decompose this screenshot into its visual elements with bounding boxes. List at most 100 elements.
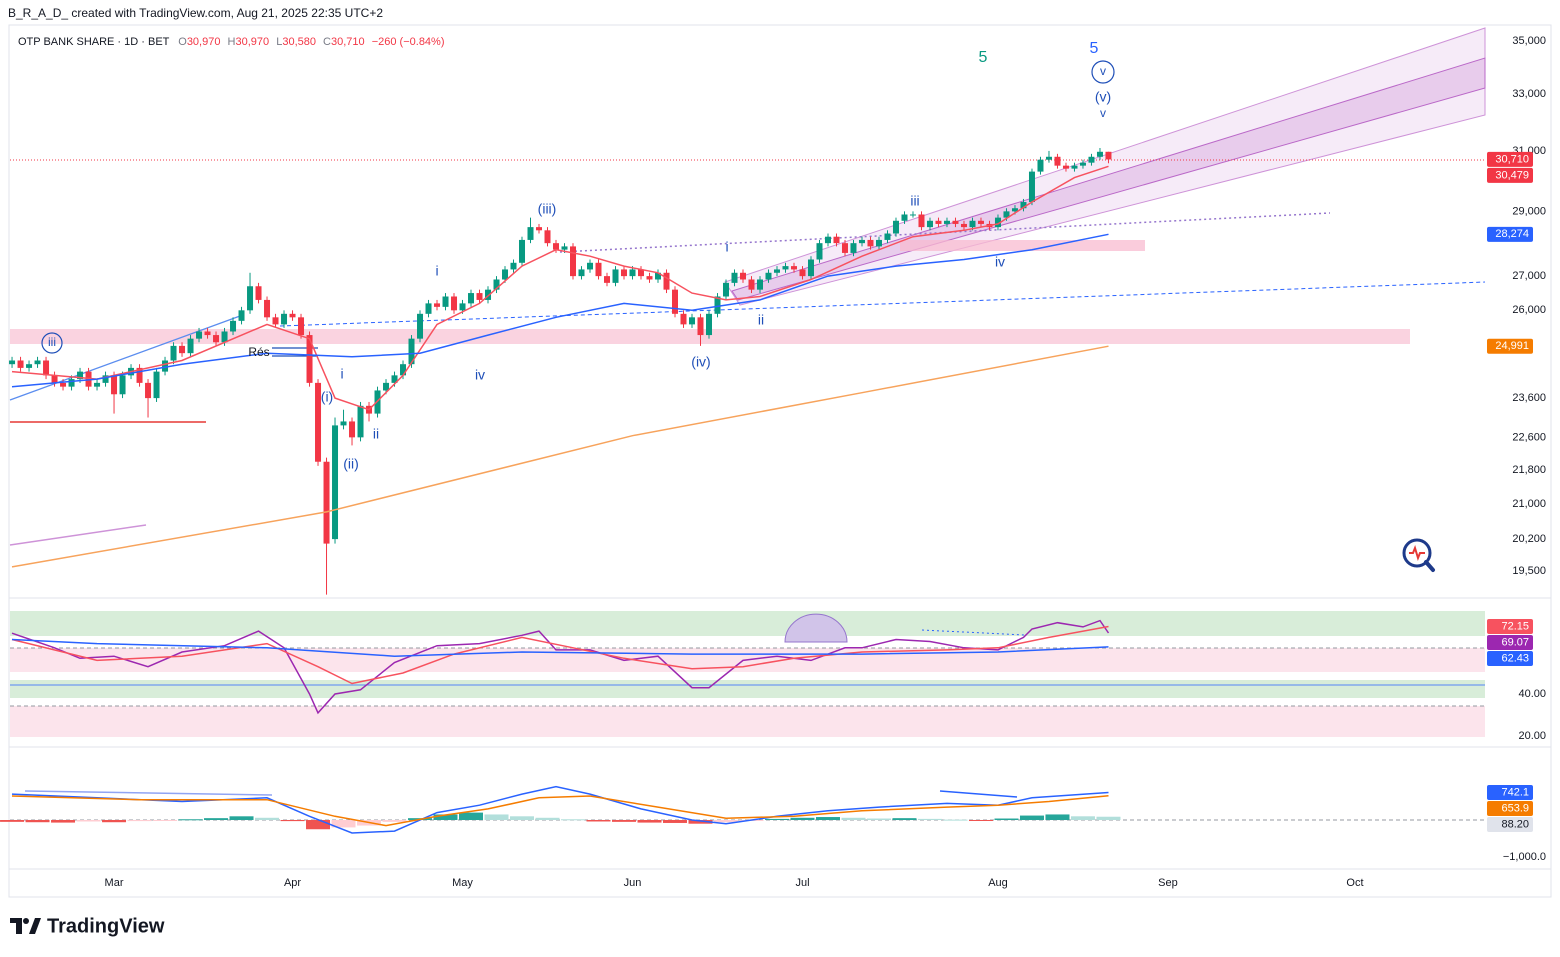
trend-line [9,315,241,401]
histogram-bar [790,817,815,821]
candle-body [918,214,925,228]
candle-body [892,220,899,234]
price-badge [1487,651,1533,667]
dashed-line [279,281,1486,327]
candle-body [935,220,942,224]
wave-label: iv [475,367,485,383]
histogram-bar [917,818,942,821]
candle-body [824,236,831,244]
icon-pulse [1409,544,1425,562]
wave-label: (ii) [343,456,359,472]
logo-mark [10,918,22,934]
candle-body [289,313,296,318]
candle-body [264,299,271,318]
candle-body [1020,202,1027,209]
candle-body [570,246,577,277]
candle-body [272,317,279,325]
histogram-bar [510,816,535,821]
candle-body [230,320,237,332]
legend-title: OTP BANK SHARE · 1D · BET [18,36,170,48]
histogram-bar [764,818,789,821]
legend: OTP BANK SHARE · 1D · BET O30,970 H30,97… [18,36,445,48]
histogram-bar [841,817,866,821]
price-badge-label: 30,479 [1495,169,1529,181]
footer-logo: TradingView [10,915,165,937]
candle-body [646,276,653,280]
candle-body [306,335,313,383]
candle-body [875,239,882,247]
candle-body [425,303,432,314]
candle-body [901,214,908,221]
x-tick-label: May [452,877,473,889]
histogram-bar [535,817,560,821]
histogram-bar [25,820,50,823]
price-badge [1487,785,1533,801]
candle-body [247,286,254,311]
histogram-bar [866,818,891,821]
x-tick-label: Jul [795,877,809,889]
candle-body [1028,171,1035,203]
candle-body [739,272,746,280]
candle-body [731,272,738,283]
candle-body [400,364,407,376]
y-tick-label: 23,600 [1512,392,1546,404]
indicator-line [11,625,1109,685]
candle-body [340,421,347,426]
dotted-line [921,629,1026,636]
wave-label: iv [995,254,1005,270]
candle-body [187,338,194,354]
candle-body [485,289,492,300]
wave-label: v [1100,106,1106,120]
candle-body [281,313,288,325]
candle-body [196,331,203,339]
short-line [9,524,147,546]
y-tick-label: 29,000 [1512,205,1546,217]
candle-body [323,461,330,544]
candle-body [136,367,143,383]
candle-body [119,375,126,395]
candle-body [697,317,704,336]
histogram-bar [76,820,101,822]
candle-body [94,382,101,387]
moving-average [11,165,1109,411]
wave-label: ii [373,426,379,442]
candle-body [510,262,517,270]
candle-body [960,223,967,228]
histogram-bar [994,818,1019,821]
candle-body [663,272,670,290]
candle-body [1045,156,1052,160]
x-tick-label: Oct [1346,877,1363,889]
candle-body [621,269,628,277]
candle-body [833,236,840,244]
price-badge-label: 62.43 [1501,652,1529,664]
candle-body [680,313,687,325]
candle-body [1011,208,1018,212]
indicator-line [11,785,1109,834]
candle-body [841,243,848,253]
y-tick-label: 26,000 [1512,304,1546,316]
price-badge-label: 72.15 [1501,620,1529,632]
candle-body [1071,165,1078,169]
trend-line [24,790,273,796]
candle-body [221,331,228,343]
price-badge-label: 24,991 [1495,340,1529,352]
candle-body [434,303,441,307]
y-tick-label: 19,500 [1512,565,1546,577]
candle-body [544,230,551,244]
candle-body [383,382,390,391]
candle-body [799,269,806,277]
candle-body [1037,159,1044,172]
candle-body [977,220,984,224]
wave-label: (iii) [538,201,557,217]
wave-label: i [435,263,438,279]
candle-body [459,303,466,311]
candle-body [1079,162,1086,166]
histogram-bar [459,812,484,821]
candle-body [315,382,322,462]
wave-label: (iv) [691,354,710,370]
legend-value: 30,710 [331,36,365,48]
candle-body [1003,211,1010,218]
candle-body [170,345,177,361]
